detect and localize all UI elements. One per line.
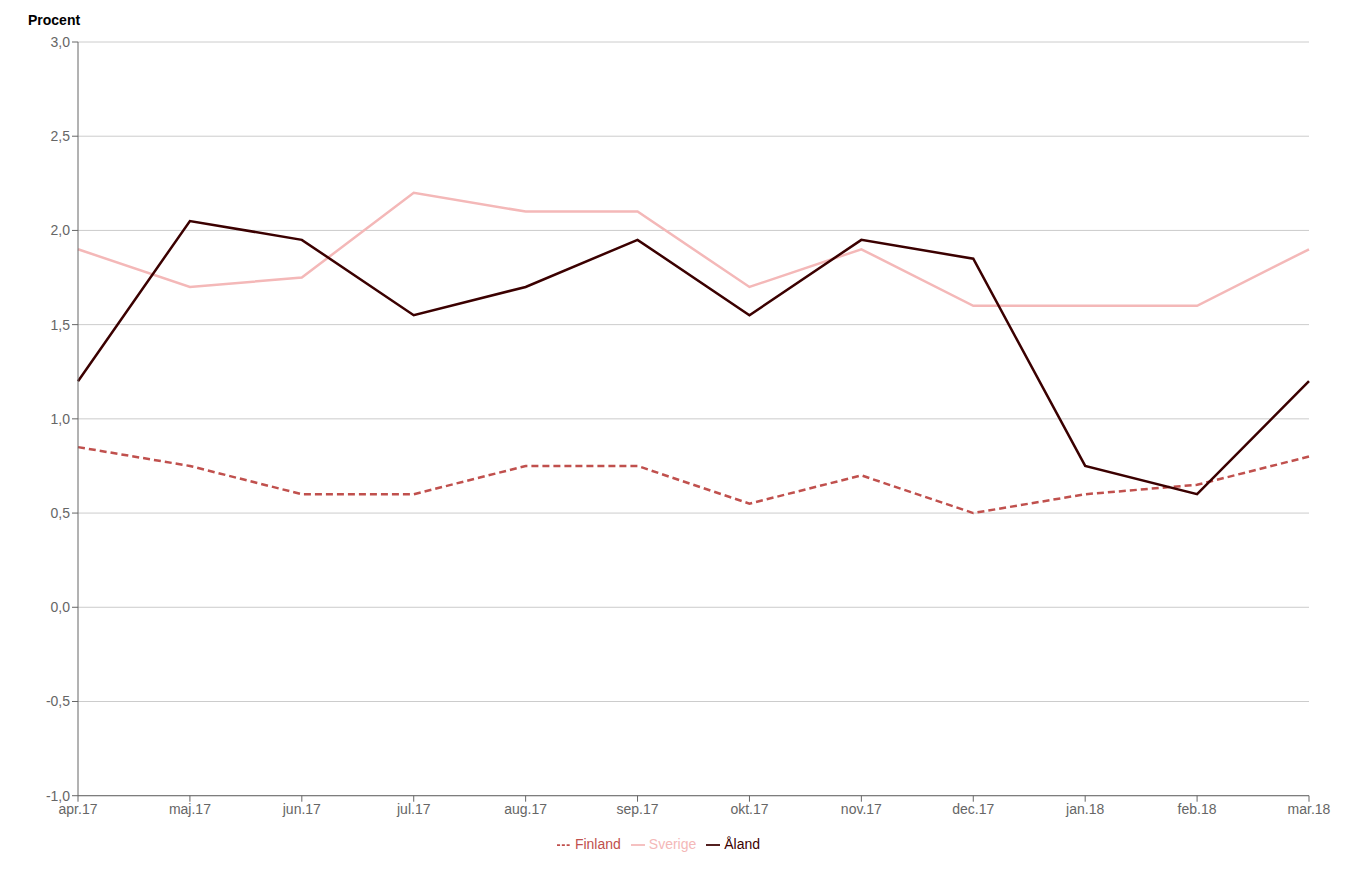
svg-text:jul.17: jul.17	[396, 801, 431, 817]
html-text:Procent: Procent	[28, 12, 81, 28]
svg-text:mar.18: mar.18	[1288, 801, 1331, 817]
svg-text:maj.17: maj.17	[169, 801, 211, 817]
svg-text:jan.18: jan.18	[1065, 801, 1104, 817]
svg-text:jun.17: jun.17	[282, 801, 321, 817]
svg-text:-0,5: -0,5	[46, 693, 70, 709]
html-text:Finland: Finland	[574, 835, 621, 852]
svg-text:sep.17: sep.17	[617, 801, 659, 817]
svg-text:-1,0: -1,0	[46, 788, 70, 804]
html-text:Sverige: Sverige	[648, 835, 697, 852]
svg-text:0,5: 0,5	[51, 505, 71, 521]
html-text:Åland: Åland	[724, 835, 761, 852]
svg-text:3,0: 3,0	[51, 34, 71, 50]
svg-text:apr.17: apr.17	[58, 800, 98, 817]
svg-text:2,5: 2,5	[51, 128, 71, 144]
svg-text:dec.17: dec.17	[952, 801, 994, 817]
svg-text:1,0: 1,0	[51, 411, 71, 427]
svg-text:feb.18: feb.18	[1178, 801, 1217, 817]
svg-text:nov.17: nov.17	[841, 801, 882, 817]
svg-text:2,0: 2,0	[51, 222, 71, 238]
svg-text:okt.17: okt.17	[730, 801, 768, 817]
svg-text:aug.17: aug.17	[504, 801, 547, 817]
svg-text:1,5: 1,5	[51, 317, 71, 333]
svg-text:0,0: 0,0	[51, 599, 71, 615]
